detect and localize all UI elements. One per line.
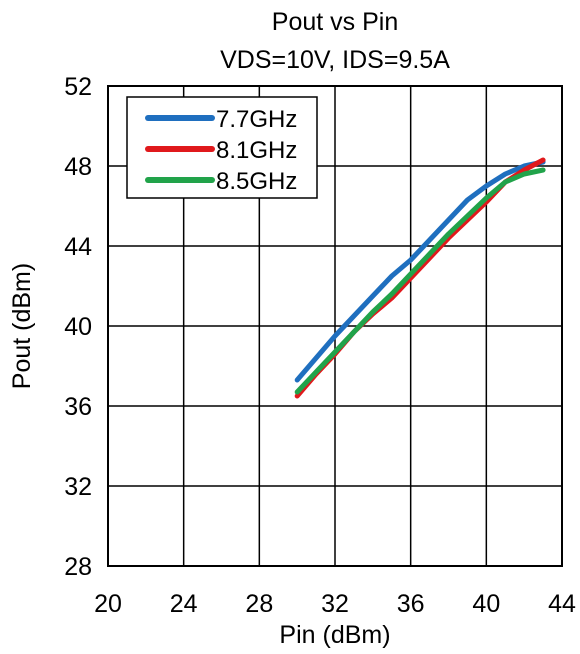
series-line-8-1ghz — [294, 157, 546, 399]
x-tick-label: 36 — [397, 590, 425, 618]
x-tick-label: 28 — [245, 590, 273, 618]
legend: 7.7GHz 8.1GHz 8.5GHz — [126, 96, 318, 199]
x-tick-label: 20 — [94, 590, 122, 618]
x-tick-label: 32 — [321, 590, 349, 618]
legend-label-7-7ghz: 7.7GHz — [216, 106, 297, 133]
x-axis-label: Pin (dBm) — [279, 621, 390, 649]
y-tick-label: 32 — [64, 473, 92, 501]
series-line-8-5ghz — [294, 167, 546, 395]
tick-labels: 20 24 28 32 36 40 44 28 32 36 40 44 48 52 — [64, 73, 576, 618]
chart-title: Pout vs Pin — [272, 8, 398, 36]
y-tick-label: 52 — [64, 73, 92, 101]
y-tick-label: 44 — [64, 233, 92, 261]
y-tick-label: 36 — [64, 393, 92, 421]
series-lines — [294, 157, 546, 399]
x-tick-label: 24 — [170, 590, 198, 618]
x-tick-label: 40 — [472, 590, 500, 618]
legend-label-8-1ghz: 8.1GHz — [216, 137, 297, 164]
plot-area-frame — [107, 85, 563, 567]
y-tick-label: 28 — [64, 553, 92, 581]
y-tick-label: 48 — [64, 153, 92, 181]
y-tick-label: 40 — [64, 313, 92, 341]
legend-label-8-5ghz: 8.5GHz — [216, 168, 297, 195]
series-line-7-7ghz — [294, 159, 546, 383]
chart-subtitle: VDS=10V, IDS=9.5A — [220, 46, 450, 74]
y-axis-label: Pout (dBm) — [8, 263, 36, 389]
x-tick-label: 44 — [548, 590, 576, 618]
